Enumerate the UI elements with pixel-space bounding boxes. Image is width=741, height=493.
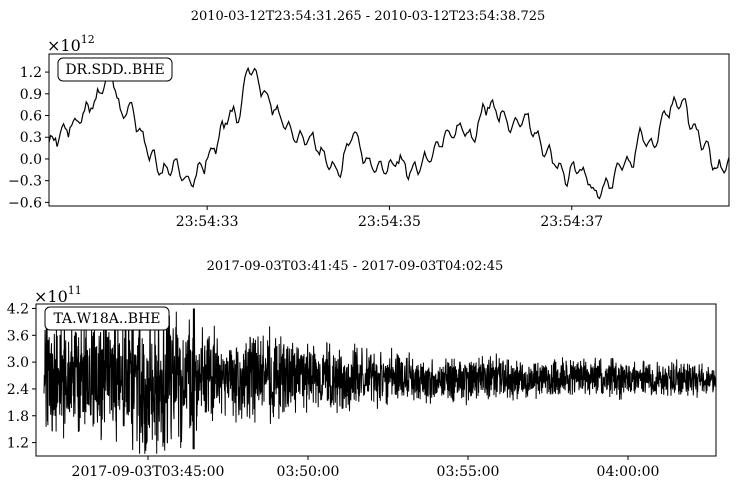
y-tick-label: 0.0	[20, 152, 42, 168]
multiplier-exp-bottom: 11	[68, 284, 82, 297]
y-tick-label: 4.2	[7, 301, 29, 317]
plot-area-top: 1.2 0.9 0.6 0.3 0.0 −0.3 −0.6 23:54:33 23:54:35 2…	[8, 65, 730, 230]
y-tick-label: 0.9	[20, 87, 42, 103]
y-tick-label: −0.6	[8, 195, 42, 211]
multiplier-exp-top: 12	[81, 33, 95, 46]
x-tick-label: 03:50:00	[277, 464, 340, 480]
svg-text:×1012: ×1012	[47, 33, 95, 55]
x-tick-label: 23:54:33	[176, 214, 239, 230]
y-tick-label: 1.2	[7, 436, 29, 452]
x-tick-label: 23:54:37	[540, 214, 603, 230]
x-tick-label: 23:54:35	[358, 214, 421, 230]
waveform-series-bottom	[43, 306, 717, 454]
y-tick-label: 1.2	[20, 65, 42, 81]
y-tick-label: 3.0	[7, 355, 29, 371]
trace-label-box-top: DR.SDD..BHE	[57, 57, 173, 82]
y-tick-label: 0.6	[20, 109, 42, 125]
y-tick-label: 1.8	[7, 409, 29, 425]
panel-bottom: 2017-09-03T03:41:45 - 2017-09-03T04:02:4…	[7, 259, 717, 480]
title-top: 2010-03-12T23:54:31.265 - 2010-03-12T23:…	[191, 9, 546, 24]
panel-top: 2010-03-12T23:54:31.265 - 2010-03-12T23:…	[8, 9, 730, 230]
y-tick-label: −0.3	[8, 174, 42, 190]
multiplier-base-bottom: ×10	[34, 287, 68, 306]
x-tick-label: 03:55:00	[437, 464, 500, 480]
waveform-series-top	[48, 65, 730, 200]
plot-area-bottom: 4.2 3.6 3.0 2.4 1.8 1.2 2017-09-03T03:45:00 03:…	[7, 301, 717, 480]
trace-label-bottom: TA.W18A..BHE	[53, 311, 160, 327]
y-multiplier-bottom: ×1011	[34, 284, 82, 306]
y-tick-label: 2.4	[7, 382, 29, 398]
title-bottom: 2017-09-03T03:41:45 - 2017-09-03T04:02:4…	[207, 259, 504, 274]
y-multiplier-top: ×1012	[47, 33, 95, 55]
x-tick-label: 04:00:00	[597, 464, 660, 480]
axes-frame-bottom	[35, 303, 717, 457]
multiplier-base-top: ×10	[47, 36, 81, 55]
trace-label-top: DR.SDD..BHE	[65, 62, 164, 78]
svg-text:×1011: ×1011	[34, 284, 82, 306]
trace-label-box-bottom: TA.W18A..BHE	[44, 306, 170, 331]
x-tick-label: 2017-09-03T03:45:00	[72, 464, 225, 480]
y-tick-label: 3.6	[7, 328, 29, 344]
axes-frame-top	[48, 53, 730, 207]
y-tick-label: 0.3	[20, 130, 42, 146]
